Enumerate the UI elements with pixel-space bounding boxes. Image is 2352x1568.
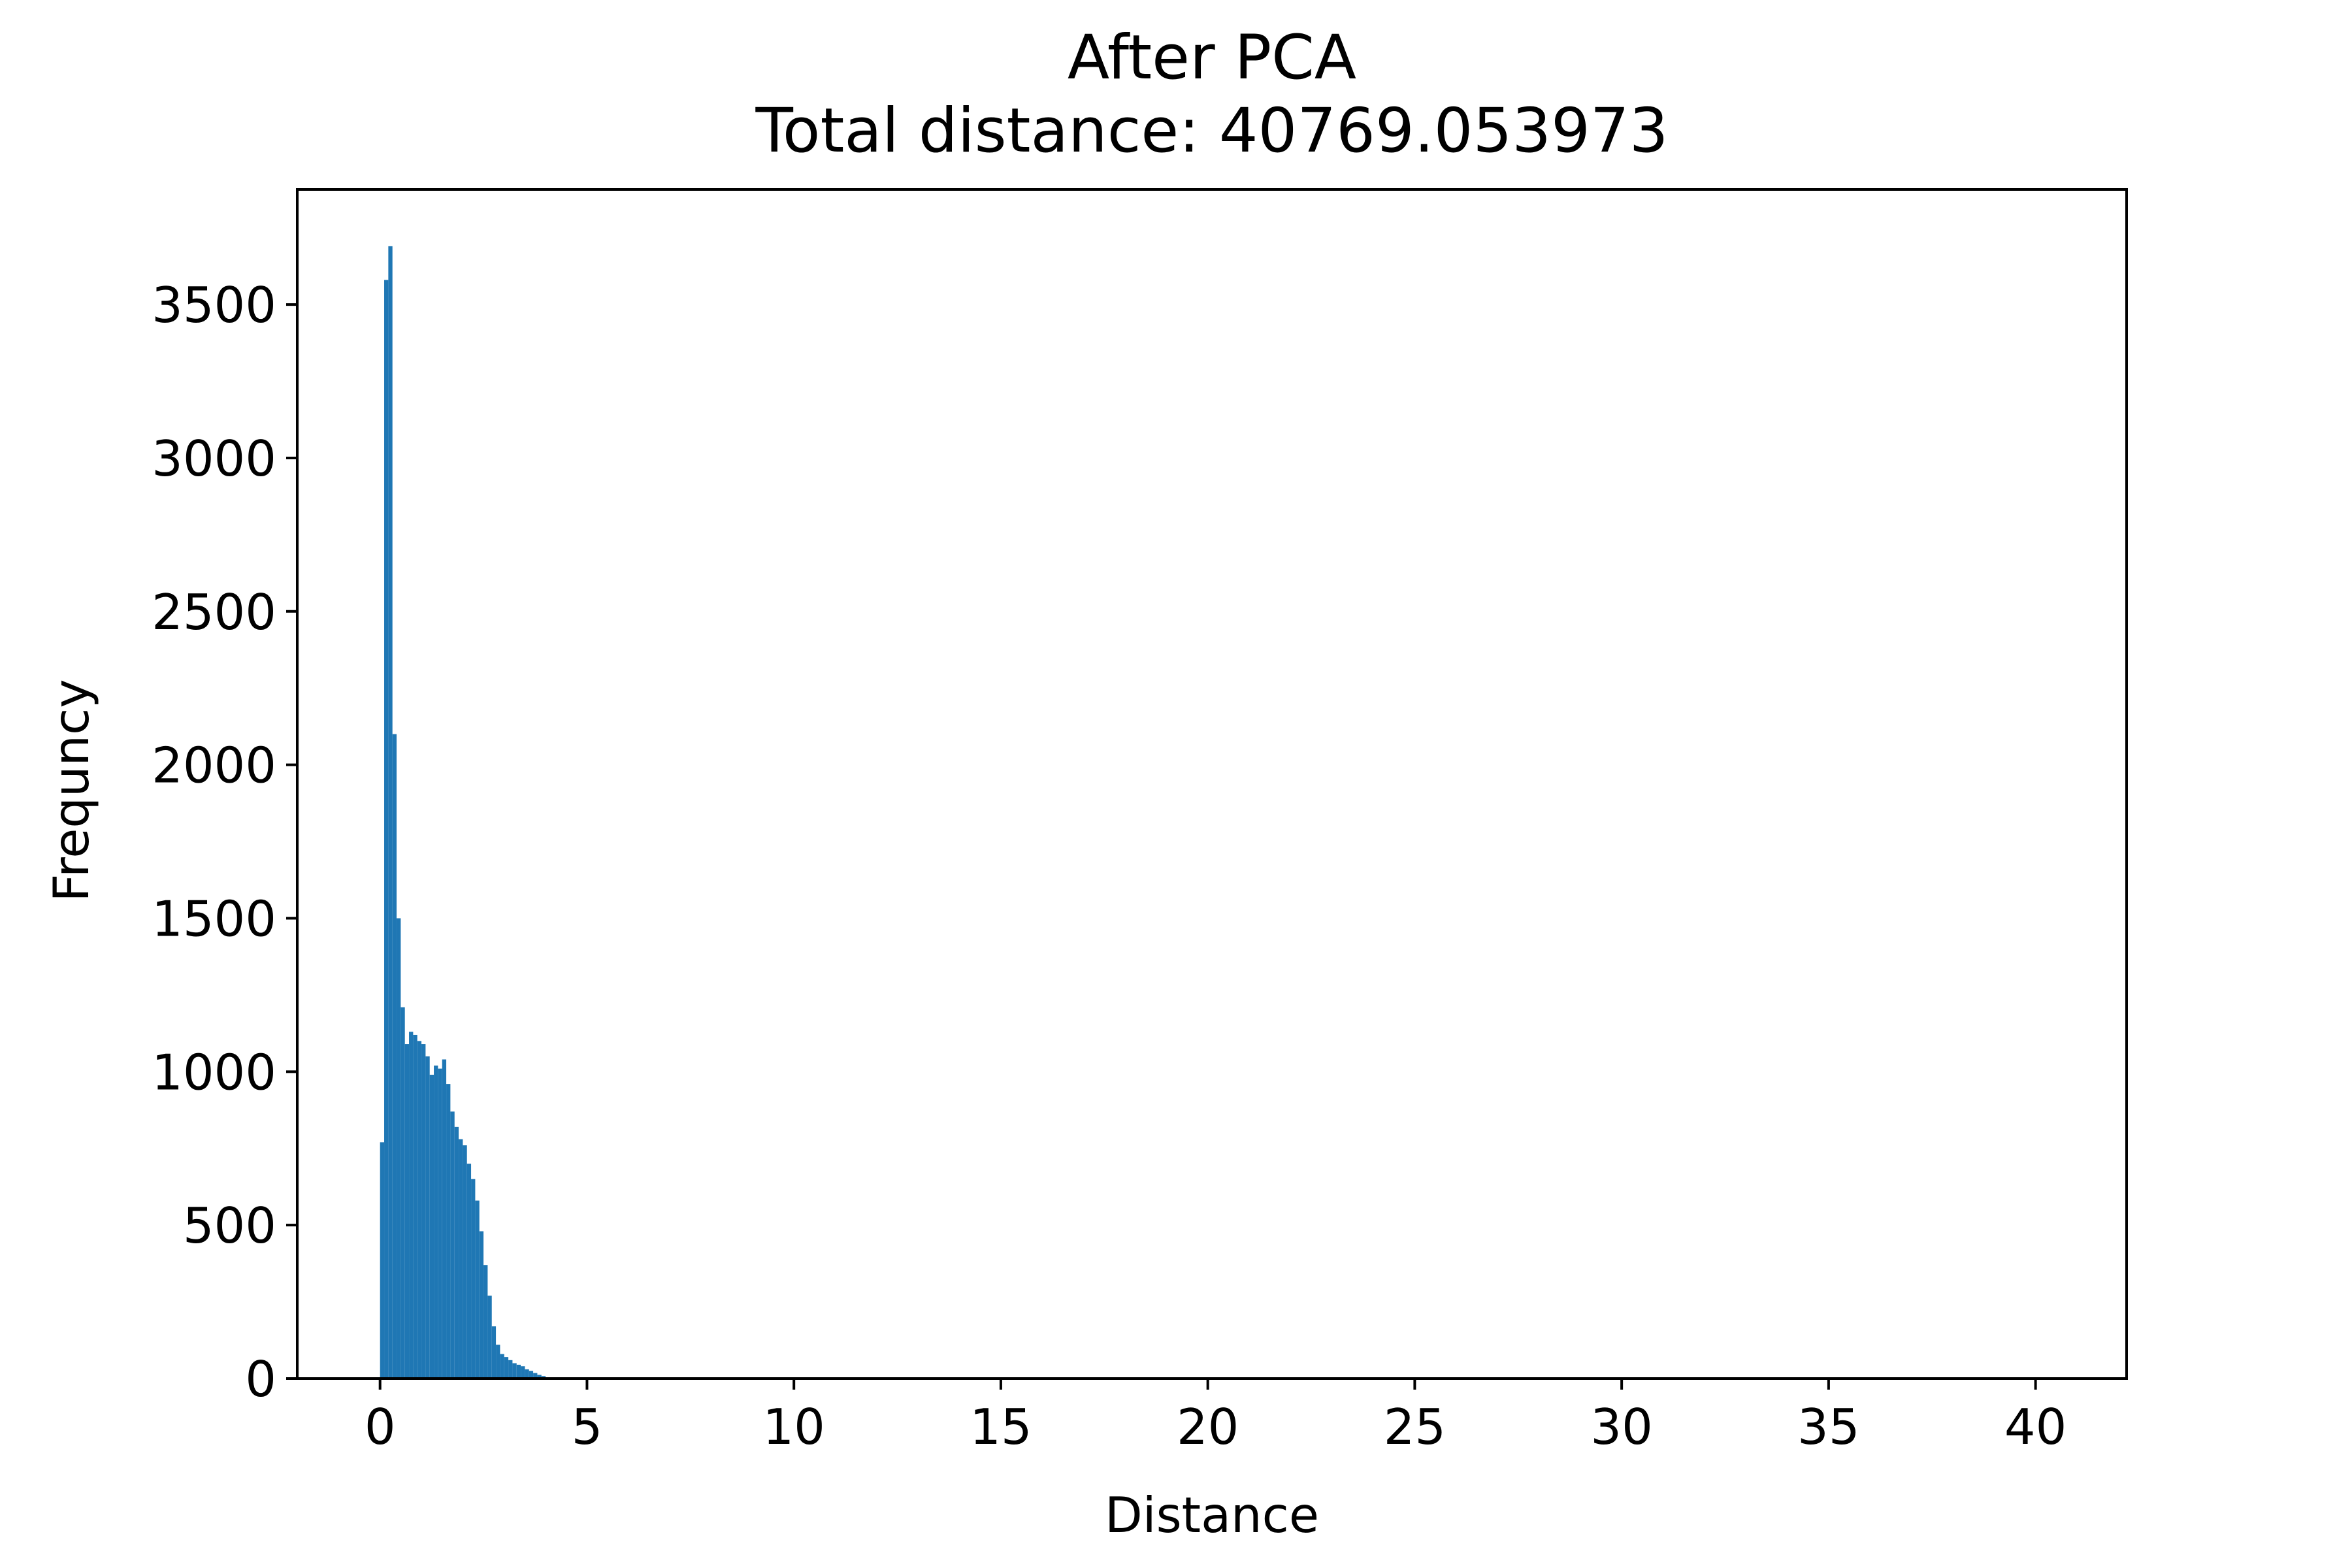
histogram-bar	[533, 1373, 538, 1379]
histogram-bar	[429, 1075, 434, 1379]
histogram-bar	[397, 918, 401, 1379]
chart-title: After PCA	[1068, 22, 1356, 93]
y-tick-label: 3500	[152, 276, 276, 334]
histogram-bar	[442, 1059, 447, 1379]
histogram-bar	[446, 1084, 451, 1379]
histogram-bar	[487, 1296, 492, 1379]
x-tick-label: 10	[762, 1398, 825, 1456]
histogram-bar	[417, 1041, 422, 1379]
histogram-bar	[421, 1044, 426, 1379]
histogram-bar	[512, 1363, 517, 1379]
y-tick-label: 2000	[152, 737, 276, 794]
x-tick-label: 5	[572, 1398, 603, 1456]
histogram-bar	[475, 1200, 480, 1379]
x-tick-label: 25	[1384, 1398, 1446, 1456]
histogram-bar	[413, 1034, 417, 1379]
histogram-bar	[500, 1354, 504, 1379]
histogram-bar	[483, 1265, 488, 1379]
y-tick-label: 1000	[152, 1043, 276, 1101]
histogram-bar	[459, 1139, 463, 1379]
histogram-bar	[380, 1142, 385, 1379]
y-tick-label: 500	[183, 1197, 276, 1254]
histogram-bar	[504, 1357, 509, 1379]
x-tick-label: 15	[970, 1398, 1032, 1456]
y-axis-label: Frequncy	[42, 679, 100, 902]
histogram-bar	[392, 734, 397, 1379]
histogram-bar	[537, 1375, 542, 1379]
x-tick-label: 20	[1177, 1398, 1239, 1456]
histogram-bar	[529, 1371, 534, 1379]
x-axis-label: Distance	[1105, 1486, 1319, 1544]
histogram-bar	[466, 1164, 472, 1379]
y-axis-ticks: 0 500 1000 1500 2000 2500 3000 3500	[152, 276, 297, 1408]
plot-area-frame	[296, 188, 2128, 1380]
x-tick-label: 40	[2004, 1398, 2066, 1456]
histogram-bar	[471, 1179, 476, 1379]
histogram-bar	[463, 1145, 467, 1379]
chart-subtitle: Total distance: 40769.053973	[755, 95, 1668, 167]
histogram-bar	[508, 1360, 513, 1379]
histogram-bar	[388, 246, 393, 1379]
histogram-bar	[404, 1044, 410, 1379]
y-tick-label: 3000	[152, 430, 276, 487]
y-tick-label: 0	[245, 1350, 276, 1408]
x-tick-label: 0	[365, 1398, 396, 1456]
histogram-bar	[434, 1065, 438, 1379]
y-tick-label: 1500	[152, 890, 276, 947]
histogram-bar	[409, 1032, 414, 1379]
histogram-bar	[454, 1126, 459, 1379]
histogram-bar	[479, 1231, 484, 1379]
x-axis-ticks: 0 5 10 15 20 25 30 35 40	[365, 1379, 2066, 1456]
histogram-bars	[380, 246, 546, 1379]
histogram-bar	[400, 1007, 405, 1379]
histogram-bar	[516, 1364, 521, 1379]
histogram-bar	[438, 1068, 442, 1379]
y-tick-label: 2500	[152, 583, 276, 641]
histogram-bar	[521, 1366, 525, 1379]
histogram-bar	[496, 1345, 500, 1379]
histogram-bar	[450, 1111, 455, 1379]
histogram-bar	[525, 1369, 529, 1379]
x-tick-label: 30	[1590, 1398, 1652, 1456]
histogram-bar	[425, 1056, 430, 1379]
histogram-bar	[491, 1326, 497, 1379]
x-tick-label: 35	[1797, 1398, 1859, 1456]
histogram-bar	[384, 280, 389, 1379]
